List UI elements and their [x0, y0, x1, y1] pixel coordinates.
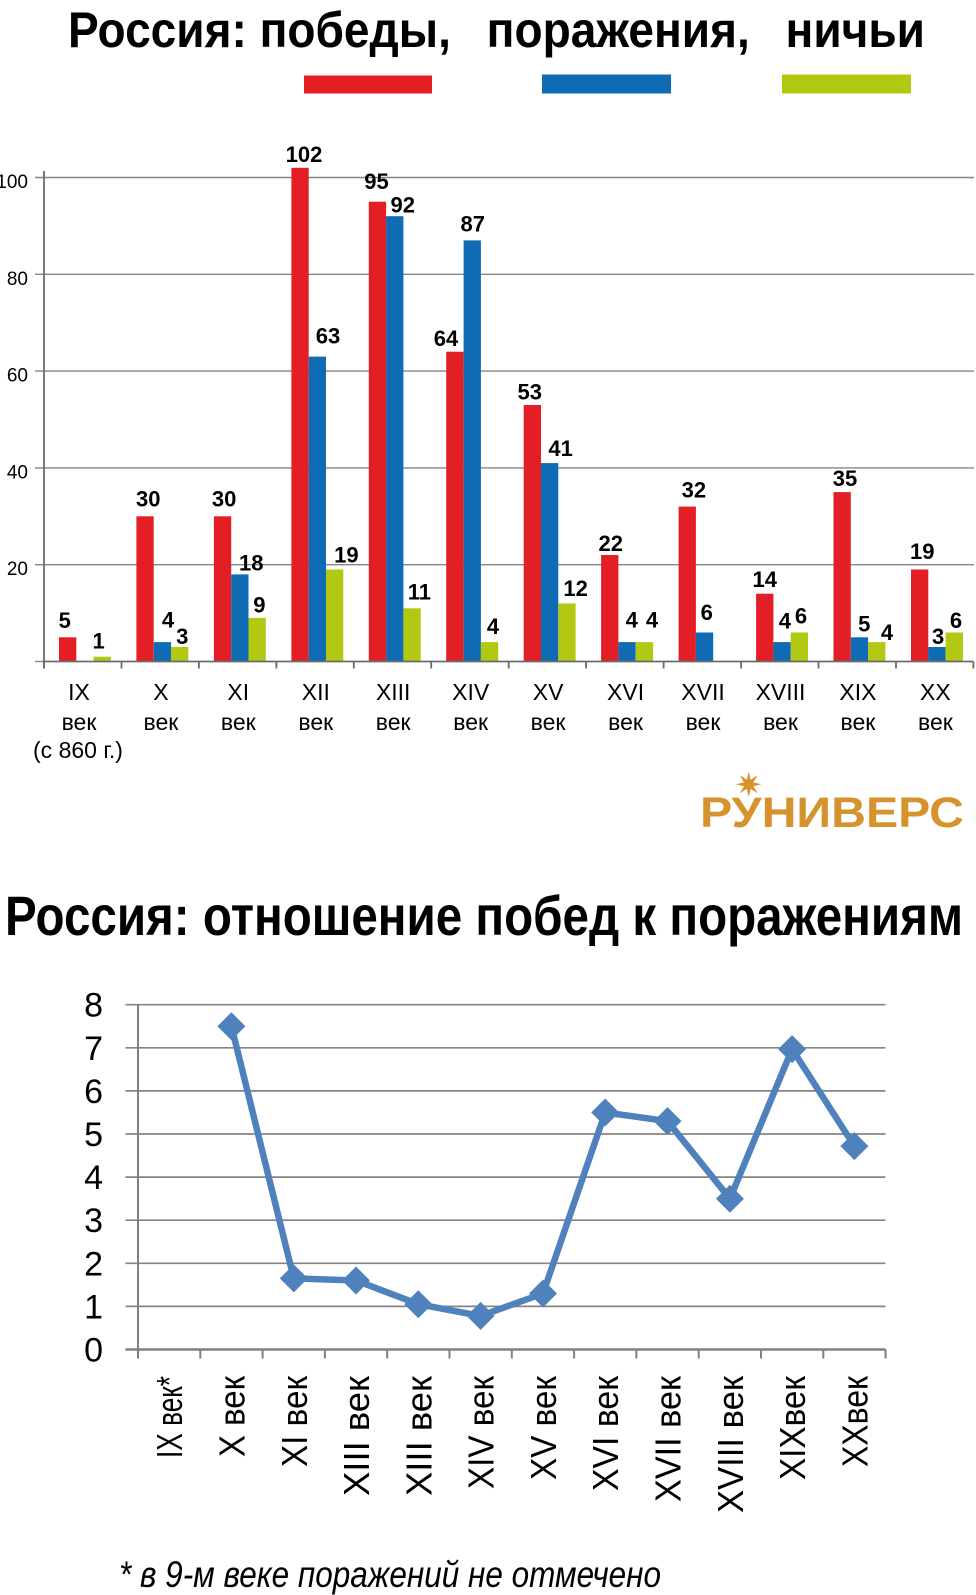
svg-text:40: 40 [7, 462, 28, 483]
svg-text:3: 3 [176, 624, 188, 649]
svg-text:3: 3 [932, 624, 944, 649]
svg-text:4: 4 [779, 609, 792, 634]
svg-text:век: век [608, 709, 644, 735]
svg-text:9: 9 [253, 593, 265, 618]
svg-text:6: 6 [701, 600, 713, 625]
svg-text:22: 22 [599, 531, 623, 556]
svg-text:XIX: XIX [839, 679, 876, 705]
svg-text:XX: XX [920, 679, 951, 705]
svg-text:14: 14 [752, 567, 777, 592]
svg-text:XIXвек: XIXвек [772, 1376, 813, 1480]
svg-text:век: век [686, 709, 722, 735]
svg-text:60: 60 [7, 366, 28, 387]
svg-text:4: 4 [881, 620, 894, 645]
svg-text:11: 11 [408, 579, 431, 604]
svg-text:век: век [62, 709, 98, 735]
svg-text:32: 32 [682, 478, 706, 503]
svg-text:XI: XI [227, 679, 249, 705]
svg-text:80: 80 [7, 269, 28, 290]
svg-text:XVI век: XVI век [585, 1376, 626, 1491]
svg-text:6: 6 [950, 608, 962, 633]
svg-text:1: 1 [84, 1288, 103, 1326]
svg-text:102: 102 [286, 142, 323, 167]
svg-text:64: 64 [434, 326, 459, 351]
svg-text:18: 18 [239, 550, 263, 575]
svg-text:5: 5 [84, 1116, 103, 1154]
svg-text:век: век [531, 709, 567, 735]
svg-text:IX: IX [68, 679, 90, 705]
svg-text:век: век [918, 709, 954, 735]
svg-text:4: 4 [487, 614, 500, 639]
svg-text:35: 35 [833, 466, 857, 491]
svg-text:63: 63 [316, 323, 340, 348]
svg-text:XVIII век: XVIII век [710, 1376, 751, 1513]
svg-text:XIII век: XIII век [336, 1376, 377, 1496]
svg-text:12: 12 [563, 576, 587, 601]
svg-text:19: 19 [910, 539, 934, 564]
svg-text:6: 6 [795, 604, 807, 629]
svg-text:XI век: XI век [274, 1376, 315, 1467]
svg-text:5: 5 [858, 611, 870, 636]
svg-text:41: 41 [548, 436, 572, 461]
svg-text:4: 4 [626, 608, 639, 633]
svg-text:95: 95 [364, 169, 388, 194]
svg-text:XII: XII [302, 679, 330, 705]
svg-text:8: 8 [84, 987, 103, 1025]
svg-text:6: 6 [84, 1073, 103, 1111]
svg-text:РУНИВЕРС: РУНИВЕРС [700, 789, 964, 837]
svg-text:XIII век: XIII век [398, 1376, 439, 1496]
svg-text:Россия: отношение побед к пора: Россия: отношение побед к поражениям [5, 884, 963, 947]
svg-text:X век: X век [211, 1376, 252, 1457]
svg-text:4: 4 [84, 1159, 103, 1197]
svg-text:19: 19 [334, 542, 358, 567]
svg-text:IX век*: IX век* [149, 1376, 190, 1458]
svg-text:XVI: XVI [607, 679, 644, 705]
svg-text:(с 860 г.): (с 860 г.) [33, 737, 123, 763]
svg-text:4: 4 [646, 608, 659, 633]
svg-text:100: 100 [0, 172, 28, 193]
svg-text:век: век [298, 709, 334, 735]
svg-text:XIV век: XIV век [461, 1376, 502, 1489]
svg-text:1: 1 [92, 629, 104, 654]
svg-text:XV: XV [533, 679, 564, 705]
svg-text:3: 3 [84, 1202, 103, 1240]
svg-text:век: век [376, 709, 412, 735]
svg-text:век: век [763, 709, 799, 735]
svg-text:XVIII: XVIII [756, 679, 806, 705]
svg-text:7: 7 [84, 1030, 103, 1068]
svg-text:Россия: победы, поражения, н: Россия: победы, поражения, ничьи [68, 2, 925, 58]
svg-text:30: 30 [136, 486, 160, 511]
svg-text:* в 9-м веке поражений не отме: * в 9-м веке поражений не отмечено [119, 1554, 661, 1595]
svg-text:87: 87 [461, 212, 485, 237]
svg-text:век: век [221, 709, 257, 735]
svg-text:век: век [143, 709, 179, 735]
svg-text:0: 0 [84, 1332, 103, 1370]
svg-text:век: век [840, 709, 876, 735]
svg-text:2: 2 [84, 1245, 103, 1283]
svg-text:4: 4 [162, 608, 175, 633]
svg-text:30: 30 [212, 486, 236, 511]
svg-text:92: 92 [390, 193, 414, 218]
svg-text:XVII: XVII [681, 679, 724, 705]
svg-text:53: 53 [518, 380, 542, 405]
svg-text:X: X [153, 679, 168, 705]
svg-text:XVII век: XVII век [648, 1376, 689, 1502]
svg-text:20: 20 [7, 559, 28, 580]
svg-text:5: 5 [59, 608, 71, 633]
svg-text:XXвек: XXвек [834, 1376, 875, 1467]
svg-text:XIV: XIV [452, 679, 490, 705]
svg-text:век: век [453, 709, 489, 735]
svg-text:XIII: XIII [376, 679, 411, 705]
svg-text:XV век: XV век [523, 1376, 564, 1480]
